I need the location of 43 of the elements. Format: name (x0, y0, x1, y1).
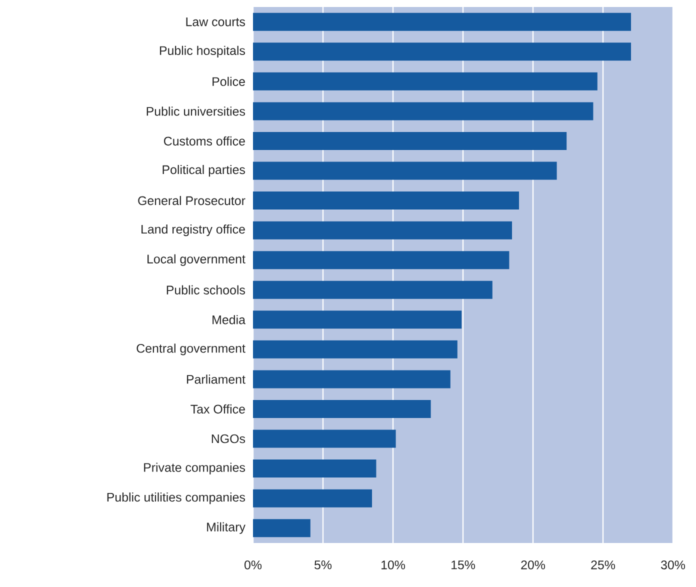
y-tick-label: Central government (136, 344, 246, 356)
y-tick-label: Media (212, 315, 246, 324)
bar (253, 132, 567, 150)
bar (253, 460, 376, 478)
bar (253, 12, 632, 31)
bar (253, 489, 372, 508)
y-tick-label: Local government (148, 254, 246, 266)
x-tick-label: 25% (591, 560, 616, 570)
y-tick-label: Private companies (144, 462, 246, 474)
x-tick-label: 15% (451, 560, 476, 570)
y-tick-label: Public hospitals (160, 46, 246, 58)
bar (253, 340, 458, 358)
bar (253, 162, 557, 180)
y-tick-label: Military (207, 522, 246, 534)
x-tick-label: 10% (382, 560, 406, 570)
y-tick-label: Public utilities companies (107, 492, 246, 504)
y-tick-label: NGOs (212, 434, 246, 444)
x-tick-label: 5% (314, 560, 332, 570)
bar (253, 102, 594, 120)
y-tick-label: Land registry office (142, 224, 245, 236)
y-tick-label: Customs office (164, 136, 245, 146)
bar (253, 251, 510, 270)
y-tick-label: Law courts (186, 18, 246, 26)
bar (253, 519, 310, 538)
bar (253, 221, 512, 240)
bar (253, 400, 431, 418)
bar (253, 280, 492, 299)
x-tick-label: 30% (661, 560, 686, 570)
bar (253, 310, 462, 329)
y-tick-label: Tax Office (190, 404, 245, 414)
bar (253, 370, 450, 388)
y-tick-label: Political parties (162, 164, 246, 177)
x-tick-label: 20% (521, 560, 546, 570)
bar (253, 42, 632, 61)
bar (253, 192, 520, 210)
x-tick-label: 0% (244, 560, 262, 570)
y-tick-label: Police (212, 76, 245, 86)
y-tick-label: Parliament (186, 374, 246, 384)
y-tick-label: Public universities (146, 106, 246, 116)
y-tick-label: General Prosecutor (138, 196, 246, 206)
y-tick-label: Public schools (166, 285, 246, 294)
bar (253, 430, 396, 448)
bar (253, 72, 598, 90)
